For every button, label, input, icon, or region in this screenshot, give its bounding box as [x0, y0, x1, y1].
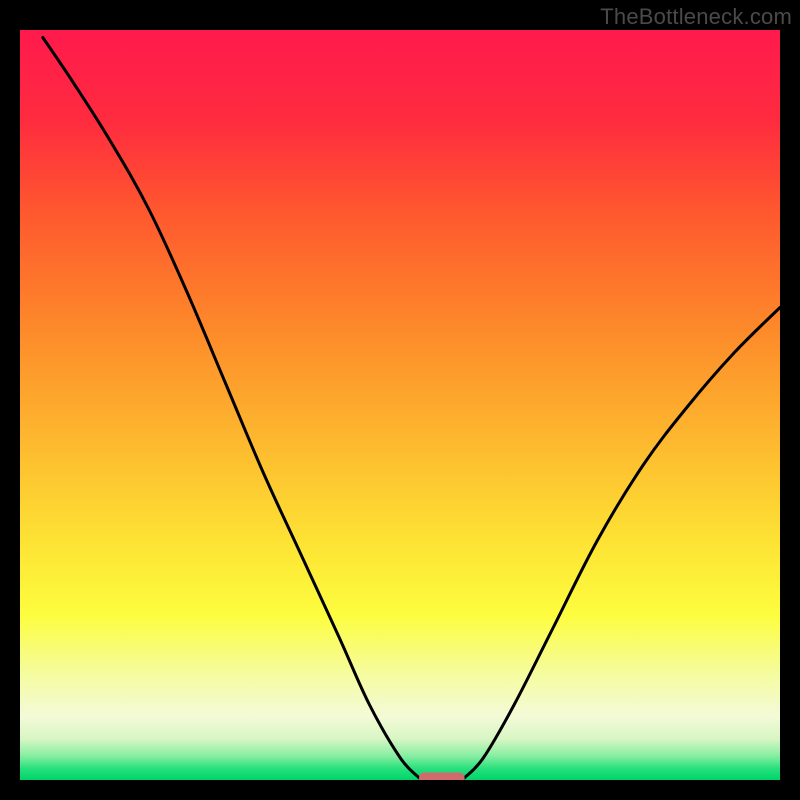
watermark-text: TheBottleneck.com [600, 4, 792, 30]
bottleneck-chart [20, 30, 780, 780]
gradient-background [20, 30, 780, 780]
optimal-marker [419, 773, 465, 781]
